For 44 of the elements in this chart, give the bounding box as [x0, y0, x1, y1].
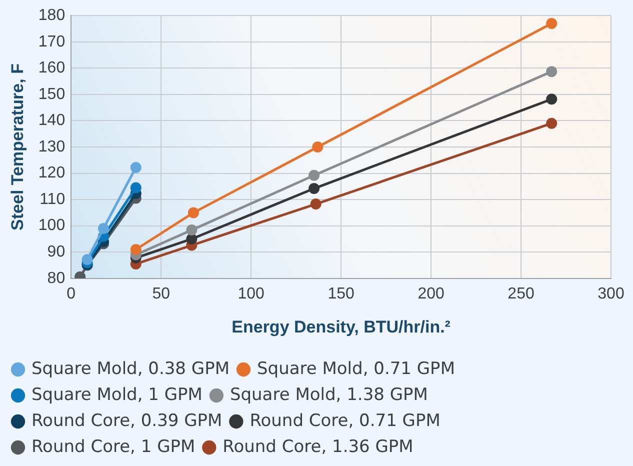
x-tick-label: 100 [238, 285, 265, 302]
legend-label: Round Core, 1 GPM [32, 436, 196, 457]
legend-label: Round Core, 0.71 GPM [250, 410, 440, 431]
legend-label: Round Core, 0.39 GPM [32, 410, 222, 431]
x-tick-label: 0 [66, 285, 76, 302]
y-tick-label: 150 [38, 86, 66, 103]
y-tick-label: 130 [38, 138, 66, 156]
point [186, 233, 198, 244]
legend-label: Round Core, 1.36 GPM [222, 436, 414, 457]
y-tick-label: 120 [38, 164, 66, 182]
legend-label: Square Mold, 0.71 GPM [256, 358, 455, 379]
point [130, 162, 142, 173]
point [98, 222, 109, 234]
y-axis-title: Steel Temperature, F [8, 64, 27, 230]
point [546, 94, 558, 105]
y-tick-label: 80 [47, 270, 66, 287]
point [546, 18, 558, 29]
x-tick-label: 300 [598, 285, 624, 302]
y-tick-label: 140 [38, 112, 66, 130]
x-tick-label: 250 [508, 285, 534, 302]
y-tick-label: 160 [38, 60, 66, 77]
y-tick-label: 100 [38, 217, 66, 234]
point [186, 224, 198, 236]
y-tick-label: 180 [38, 7, 66, 24]
point [130, 182, 142, 194]
x-tick-label: 200 [418, 285, 444, 302]
point [308, 183, 320, 194]
legend-label: Square Mold, 0.38 GPM [32, 358, 230, 379]
point [546, 118, 558, 129]
point [188, 207, 199, 218]
point [130, 244, 142, 255]
y-tick-label: 170 [38, 33, 66, 50]
point [310, 198, 322, 210]
x-tick-label: 150 [328, 285, 354, 302]
legend-label: Square Mold, 1 GPM [32, 384, 202, 405]
x-tick-label: 50 [152, 285, 170, 302]
legend-label: Square Mold, 1.38 GPM [230, 384, 428, 405]
y-tick-label: 90 [47, 244, 66, 261]
x-axis-title: Energy Density, BTU/hr/in.² [232, 317, 451, 336]
point [82, 254, 93, 265]
point [308, 170, 320, 181]
point [312, 142, 324, 152]
y-tick-label: 110 [40, 190, 66, 208]
point [546, 66, 558, 78]
